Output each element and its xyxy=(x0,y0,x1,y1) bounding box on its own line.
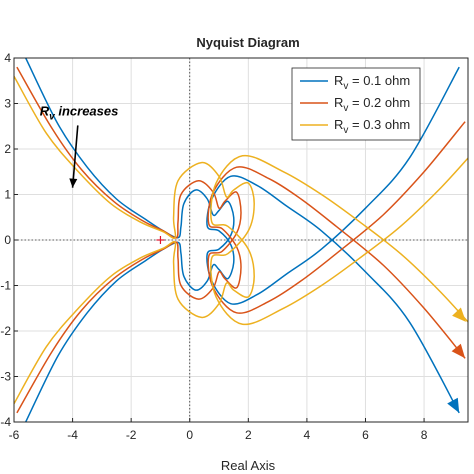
series-line-upper-2 xyxy=(16,66,466,314)
legend-box xyxy=(291,67,421,141)
annotation-arrowhead-1 xyxy=(69,178,78,188)
x-tick-label: -6 xyxy=(9,428,20,442)
annotation-arrow-line-1 xyxy=(71,125,79,188)
series-line-upper-1 xyxy=(25,58,460,305)
series-arrowhead-1 xyxy=(447,397,460,413)
y-tick-label: 1 xyxy=(4,188,11,202)
y-tick-label: 0 xyxy=(4,233,11,247)
legend-label-1: Rv = 0.1 ohm xyxy=(334,73,410,92)
series-line-lower-2 xyxy=(16,166,466,414)
y-tick-label: -2 xyxy=(0,324,11,338)
y-tick-label: -4 xyxy=(0,415,11,429)
x-tick-label: 6 xyxy=(362,428,369,442)
series-arrowhead-3 xyxy=(452,307,466,322)
legend-label-2: Rv = 0.2 ohm xyxy=(334,95,410,114)
x-tick-label: 2 xyxy=(245,428,252,442)
series-group xyxy=(14,58,468,422)
x-tick-label: 4 xyxy=(304,428,311,442)
x-tick-label: 0 xyxy=(186,428,193,442)
chart-title: Nyquist Diagram xyxy=(196,35,299,50)
legend-label-3: Rv = 0.3 ohm xyxy=(334,117,410,136)
series-arrowhead-2 xyxy=(451,343,466,359)
series-line-lower-1 xyxy=(25,175,460,422)
x-axis-label: Real Axis xyxy=(221,458,276,473)
annotation-text-1: Rv increases xyxy=(40,103,119,122)
y-tick-label: 3 xyxy=(4,97,11,111)
x-tick-label: -2 xyxy=(126,428,137,442)
series-line-lower-3 xyxy=(14,154,468,405)
y-tick-label: -1 xyxy=(0,279,11,293)
x-tick-label: -4 xyxy=(67,428,78,442)
legend: Rv = 0.1 ohm Rv = 0.2 ohm Rv = 0.3 ohm xyxy=(291,67,421,141)
y-tick-label: -3 xyxy=(0,370,11,384)
y-tick-label: 2 xyxy=(4,142,11,156)
x-tick-label: 8 xyxy=(421,428,428,442)
y-tick-label: 4 xyxy=(4,51,11,65)
series-line-upper-3 xyxy=(14,75,468,326)
